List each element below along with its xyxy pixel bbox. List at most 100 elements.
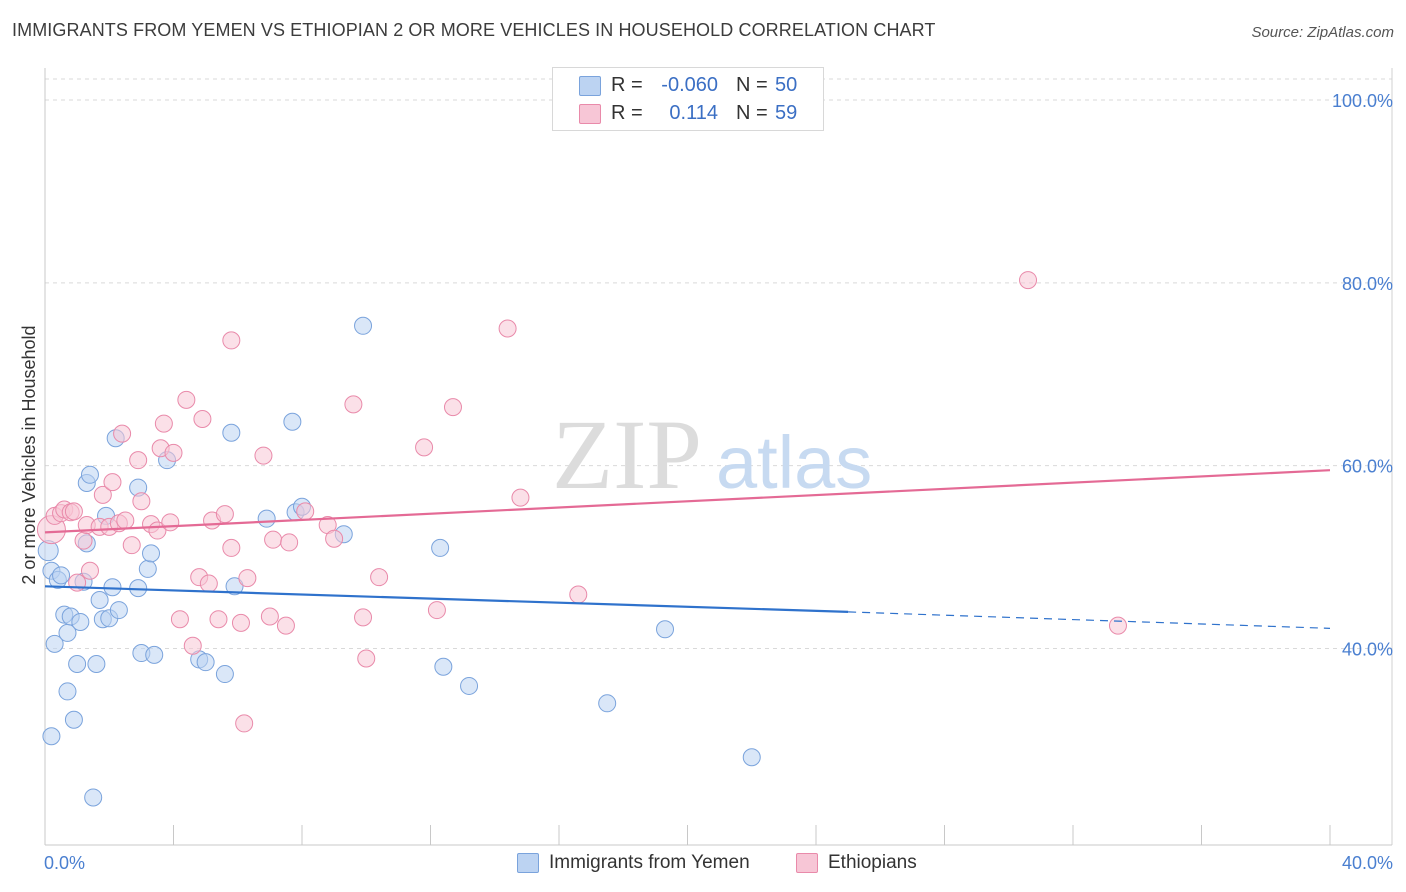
ethiopian-point xyxy=(129,451,148,470)
legend-n-value: 59 xyxy=(775,102,798,124)
yemen-point xyxy=(58,682,77,701)
yemen-point xyxy=(222,423,241,442)
ethiopian-point xyxy=(231,613,250,632)
ethiopian-point xyxy=(116,511,135,530)
ethiopian-point xyxy=(74,531,93,550)
yemen-point xyxy=(68,655,87,674)
yemen-point xyxy=(742,748,761,767)
yemen-point xyxy=(460,676,479,695)
ethiopian-point xyxy=(296,502,315,521)
legend-r-value: 0.114 xyxy=(669,102,718,124)
yemen-point xyxy=(257,509,276,528)
ethiopian-point xyxy=(222,331,241,350)
yemen-point xyxy=(84,788,103,807)
trend-lines xyxy=(44,469,1331,629)
yemen-point xyxy=(225,577,244,596)
ethiopian-point xyxy=(183,636,202,655)
ethiopian-point xyxy=(276,616,295,635)
ethiopian-point xyxy=(209,610,228,629)
ethiopian-point xyxy=(344,395,363,414)
yemen-point xyxy=(52,566,71,585)
ethiopian-point xyxy=(569,585,588,604)
legend-r-value: -0.060 xyxy=(661,74,718,96)
ethiopian-point xyxy=(193,410,212,429)
ethiopian-point xyxy=(222,538,241,557)
yemen-point xyxy=(354,316,373,335)
y-tick-label: 100.0% xyxy=(1332,91,1393,111)
y-tick-label: 60.0% xyxy=(1342,457,1393,477)
ethiopian-point xyxy=(103,473,122,492)
correlation-legend: R = -0.060 N = 50 R = 0.114 N = 59 xyxy=(552,67,824,131)
yemen-point xyxy=(138,559,157,578)
ethiopian-point xyxy=(122,536,141,555)
ethiopian-point xyxy=(170,610,189,629)
ethiopian-point xyxy=(1108,616,1127,635)
legend-swatch-yemen xyxy=(517,853,539,873)
watermark: ZIP atlas xyxy=(552,399,872,510)
yemen-point xyxy=(64,710,83,729)
ethiopian-point xyxy=(443,398,462,417)
ethiopian-point xyxy=(254,446,273,465)
legend-r-label: R = xyxy=(611,102,643,124)
yemen-point xyxy=(71,612,90,631)
ethiopian-point xyxy=(161,513,180,532)
ethiopian-trend-line xyxy=(44,469,1331,534)
ethiopian-point xyxy=(235,714,254,733)
yemen-point xyxy=(109,601,128,620)
ethiopian-point xyxy=(498,319,517,338)
ethiopian-point xyxy=(177,390,196,409)
ethiopian-point xyxy=(357,649,376,668)
ethiopian-point xyxy=(415,438,434,457)
x-tick-label: 0.0% xyxy=(44,853,85,873)
ethiopian-point xyxy=(511,488,530,507)
yemen-point xyxy=(283,412,302,431)
legend-label-ethiopians: Ethiopians xyxy=(828,852,917,873)
ethiopian-point xyxy=(215,505,234,524)
y-axis-label: 2 or more Vehicles in Household xyxy=(19,325,39,584)
yemen-trend-line xyxy=(44,585,849,613)
yemen-point xyxy=(434,657,453,676)
gridlines xyxy=(45,78,1392,649)
ethiopian-point xyxy=(354,608,373,627)
ethiopian-point xyxy=(325,529,344,548)
ethiopian-point xyxy=(280,533,299,552)
legend-swatch-ethiopians xyxy=(796,853,818,873)
yemen-point xyxy=(142,544,161,563)
legend-row-yemen: R = -0.060 N = 50 xyxy=(553,73,823,99)
watermark-atlas: atlas xyxy=(716,421,872,504)
ethiopian-point xyxy=(154,414,173,433)
watermark-zip: ZIP xyxy=(552,399,702,510)
yemen-point xyxy=(80,465,99,484)
ethiopian-point xyxy=(427,601,446,620)
yemen-point xyxy=(145,645,164,664)
ethiopian-point xyxy=(260,607,279,626)
y-tick-label: 40.0% xyxy=(1342,639,1393,659)
ethiopian-point xyxy=(370,568,389,587)
legend-n-label: N = xyxy=(736,74,768,96)
y-tick-label: 80.0% xyxy=(1342,274,1393,294)
x-tick-labels: 0.0% 40.0% xyxy=(44,853,1393,873)
ethiopian-point xyxy=(64,502,83,521)
yemen-point xyxy=(42,727,61,746)
ethiopian-point xyxy=(80,561,99,580)
yemen-point xyxy=(196,653,215,672)
legend-n-label: N = xyxy=(736,102,768,124)
yemen-point xyxy=(90,591,109,610)
legend-row-ethiopians: R = 0.114 N = 59 xyxy=(553,101,823,127)
ethiopian-point xyxy=(1019,271,1038,290)
ethiopian-point xyxy=(199,574,218,593)
x-tick-label: 40.0% xyxy=(1342,853,1393,873)
yemen-point xyxy=(87,655,106,674)
legend-n-value: 50 xyxy=(775,74,798,96)
legend-swatch-yemen xyxy=(579,76,601,96)
yemen-point xyxy=(45,634,64,653)
chart-title: IMMIGRANTS FROM YEMEN VS ETHIOPIAN 2 OR … xyxy=(12,20,936,40)
axes xyxy=(44,68,1393,846)
ethiopian-point xyxy=(93,485,112,504)
ethiopian-point xyxy=(238,569,257,588)
ethiopian-point xyxy=(113,424,132,443)
ethiopian-point xyxy=(132,492,151,511)
yemen-point xyxy=(656,620,675,639)
yemen-point xyxy=(215,665,234,684)
